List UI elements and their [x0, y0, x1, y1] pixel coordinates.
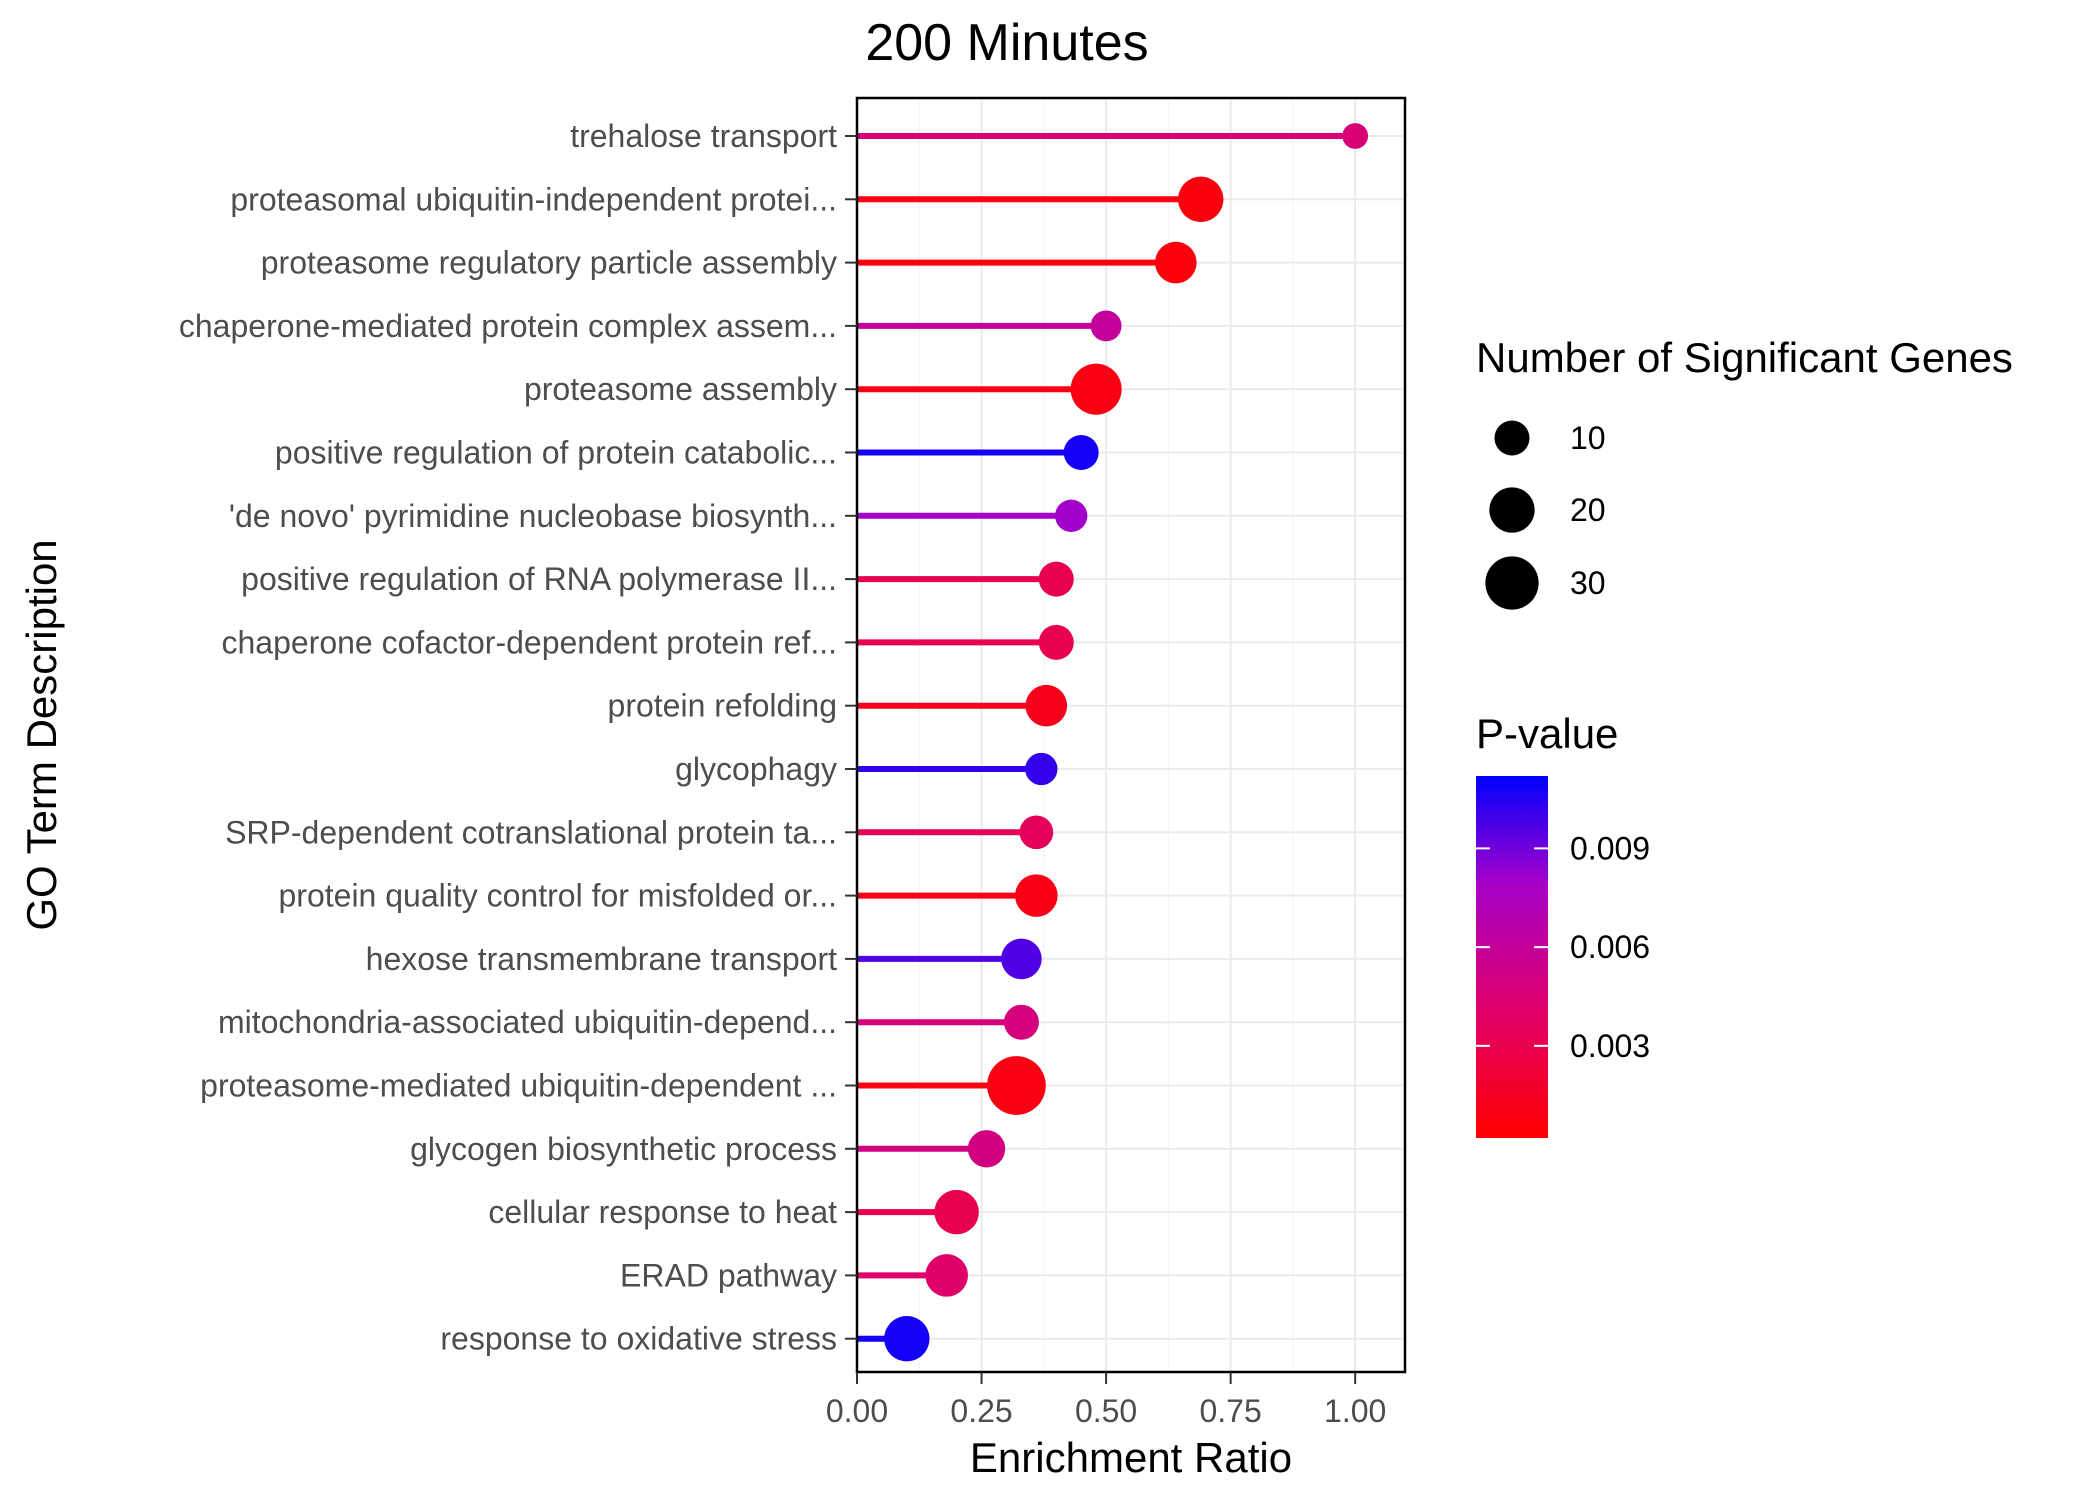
lollipop-point	[1038, 624, 1074, 660]
size-legend-key	[1485, 556, 1539, 610]
color-legend: P-value 0.009 0.006 0.003	[1476, 710, 1650, 1138]
size-legend-key	[1494, 420, 1530, 456]
category-label: ERAD pathway	[620, 1257, 837, 1293]
lollipop-point	[1090, 310, 1122, 342]
lollipop-point	[1015, 874, 1058, 917]
category-label: positive regulation of protein catabolic…	[275, 435, 837, 471]
x-tick-label: 0.50	[1075, 1393, 1137, 1429]
category-label: hexose transmembrane transport	[366, 941, 837, 977]
category-label: proteasome-mediated ubiquitin-dependent …	[200, 1068, 837, 1104]
color-legend-title: P-value	[1476, 710, 1618, 757]
size-legend-key	[1489, 487, 1535, 533]
category-label: glycogen biosynthetic process	[410, 1131, 837, 1167]
size-legend-label: 30	[1570, 565, 1606, 601]
x-tick-label: 0.25	[950, 1393, 1012, 1429]
category-label: response to oxidative stress	[440, 1321, 837, 1357]
lollipop-point	[884, 1316, 930, 1362]
category-label: protein refolding	[608, 688, 837, 724]
size-legend-label: 20	[1570, 492, 1606, 528]
category-label: SRP-dependent cotranslational protein ta…	[225, 814, 837, 850]
lollipop-point	[1178, 176, 1224, 222]
y-axis-category-labels: trehalose transport proteasomal ubiquitin…	[179, 118, 857, 1357]
lollipop-point	[1003, 1004, 1039, 1040]
category-label: glycophagy	[675, 751, 837, 787]
chart-title: 200 Minutes	[865, 14, 1148, 72]
category-label: 'de novo' pyrimidine nucleobase biosynth…	[229, 498, 837, 534]
y-axis-title: GO Term Description	[18, 539, 65, 930]
color-legend-label: 0.009	[1570, 830, 1650, 866]
plot-border	[855, 96, 1407, 1374]
x-axis-title: Enrichment Ratio	[970, 1434, 1292, 1481]
size-legend-items: 10 20 30	[1485, 420, 1606, 610]
lollipop-point	[1001, 938, 1042, 980]
lollipop-point	[925, 1254, 968, 1297]
category-label: mitochondria-associated ubiquitin-depend…	[218, 1004, 837, 1040]
lollipop-point	[967, 1130, 1006, 1168]
lollipop-point	[1342, 123, 1369, 149]
category-label: cellular response to heat	[488, 1194, 837, 1230]
lollipop-point	[1038, 561, 1074, 597]
category-label: positive regulation of RNA polymerase II…	[241, 561, 837, 597]
size-legend: Number of Significant Genes 10 20 30	[1476, 334, 2013, 610]
color-legend-ticks: 0.009 0.006 0.003	[1476, 830, 1650, 1064]
lollipop-point	[1155, 241, 1197, 284]
size-legend-title: Number of Significant Genes	[1476, 334, 2013, 381]
x-tick-label: 1.00	[1324, 1393, 1386, 1429]
category-label: proteasome regulatory particle assembly	[261, 245, 837, 281]
category-label: chaperone cofactor-dependent protein ref…	[221, 624, 837, 660]
category-label: protein quality control for misfolded or…	[279, 878, 838, 914]
x-tick-label: 0.00	[826, 1393, 888, 1429]
x-axis-ticks: 0.00 0.25 0.50 0.75 1.00	[826, 1372, 1386, 1429]
lollipop-point	[1019, 815, 1054, 850]
category-label: proteasome assembly	[524, 371, 837, 407]
color-legend-label: 0.006	[1570, 929, 1650, 965]
color-legend-bar	[1476, 776, 1548, 1138]
lollipop-point	[1055, 499, 1088, 532]
x-tick-label: 0.75	[1199, 1393, 1261, 1429]
color-legend-label: 0.003	[1570, 1028, 1650, 1064]
lollipop-point	[987, 1056, 1046, 1115]
lollipop-point	[1070, 363, 1122, 415]
size-legend-label: 10	[1570, 420, 1606, 456]
category-label: chaperone-mediated protein complex assem…	[179, 308, 837, 344]
category-label: proteasomal ubiquitin-independent protei…	[230, 181, 837, 217]
lollipop-point	[1025, 684, 1068, 727]
lollipop-points	[884, 123, 1369, 1362]
category-label: trehalose transport	[570, 118, 837, 154]
lollipop-point	[1025, 752, 1058, 786]
plot-background	[857, 98, 1405, 1372]
lollipop-point	[1063, 435, 1099, 470]
lollipop-point	[934, 1189, 979, 1235]
